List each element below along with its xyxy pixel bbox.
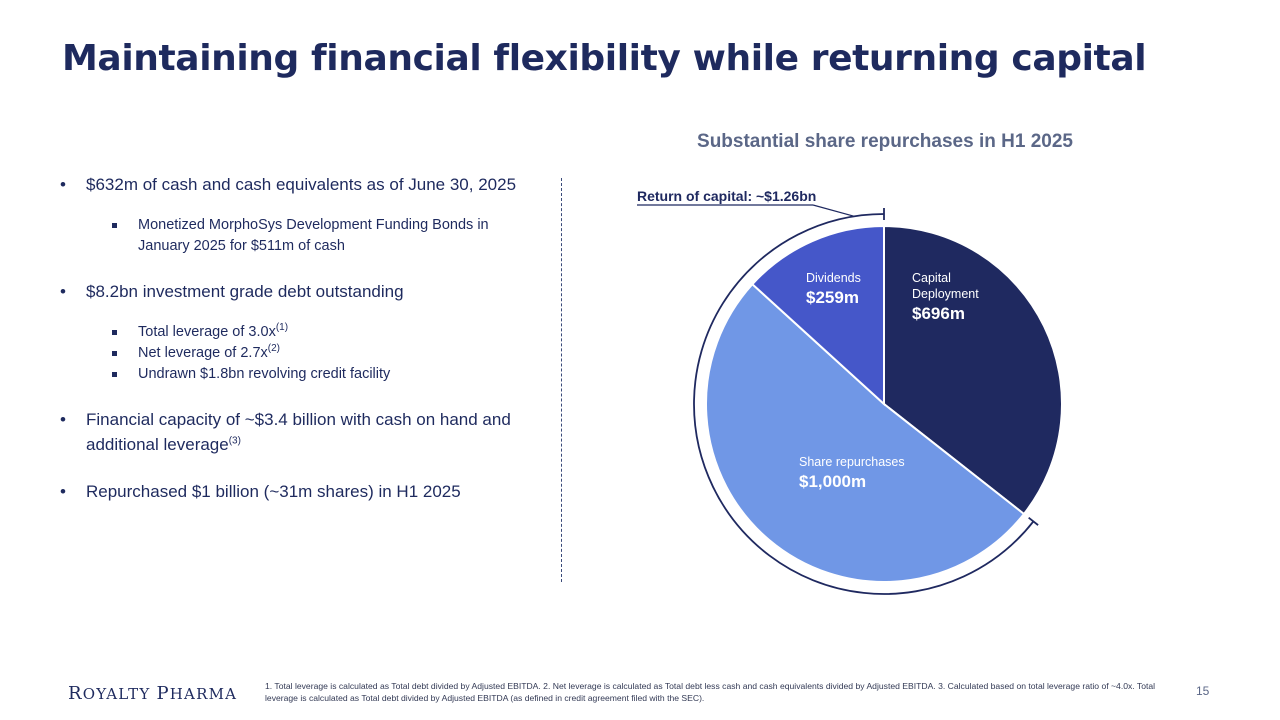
footnote-ref-2: (2)	[267, 343, 281, 355]
slice-label-share-repurchases: Share repurchases	[799, 455, 905, 469]
logo-text-oyalty: OYALTY	[82, 685, 157, 703]
slice-label-capital-deployment-line-1: Capital	[912, 271, 951, 285]
pie-slice-share-repurchases	[704, 282, 1026, 583]
annotation-leader	[812, 204, 855, 217]
slice-value-capital-deployment: $696m	[912, 304, 965, 323]
return-of-capital-bracket	[693, 213, 1035, 595]
chart-title: Substantial share repurchases in H1 2025	[697, 131, 1073, 152]
logo-letter-r: R	[68, 683, 83, 704]
slice-value-share-repurchases: $1,000m	[799, 472, 866, 491]
return-of-capital-annotation: Return of capital: ~$1.26bn	[637, 188, 816, 204]
logo-text-harma: HARMA	[169, 685, 238, 703]
bracket-tick-1	[1028, 516, 1039, 526]
bullet-debt: $8.2bn investment grade debt outstanding	[58, 279, 518, 304]
bullet-repurchase: Repurchased $1 billion (~31m shares) in …	[58, 479, 518, 504]
sub-bullet-revolver: Undrawn $1.8bn revolving credit facility	[58, 364, 518, 385]
capacity-text: Financial capacity of ~$3.4 billion with…	[86, 410, 511, 454]
slice-label-capital-deployment-line-2: Deployment	[912, 287, 979, 301]
royalty-pharma-logo: ROYALTY PHARMA	[68, 683, 237, 704]
bullet-capacity: Financial capacity of ~$3.4 billion with…	[58, 407, 518, 457]
net-leverage-text: Net leverage of 2.7x	[138, 345, 268, 361]
page-number: 15	[1196, 684, 1210, 698]
slice-label-dividends: Dividends	[806, 271, 861, 285]
sub-bullet-net-leverage: Net leverage of 2.7x(2)	[58, 343, 518, 364]
slice-value-dividends: $259m	[806, 288, 859, 307]
sub-bullet-morphosys: Monetized MorphoSys Development Funding …	[58, 215, 518, 257]
pie-chart: Return of capital: ~$1.26bn Capital Deploy…	[637, 188, 1063, 595]
footnote-ref-3: (3)	[228, 435, 241, 447]
bullet-list: $632m of cash and cash equivalents as of…	[58, 172, 518, 504]
logo-letter-p: P	[156, 683, 170, 704]
total-leverage-text: Total leverage of 3.0x	[138, 324, 276, 340]
bullet-cash: $632m of cash and cash equivalents as of…	[58, 172, 518, 197]
pie-slice-dividends	[750, 224, 885, 407]
footnote: 1. Total leverage is calculated as Total…	[265, 681, 1156, 703]
footnote-ref-1: (1)	[275, 322, 289, 334]
vertical-divider	[561, 178, 562, 582]
sub-bullet-total-leverage: Total leverage of 3.0x(1)	[58, 322, 518, 343]
pie-slice-capital-deployment	[883, 224, 1063, 516]
page-title: Maintaining financial flexibility while …	[62, 38, 1147, 79]
